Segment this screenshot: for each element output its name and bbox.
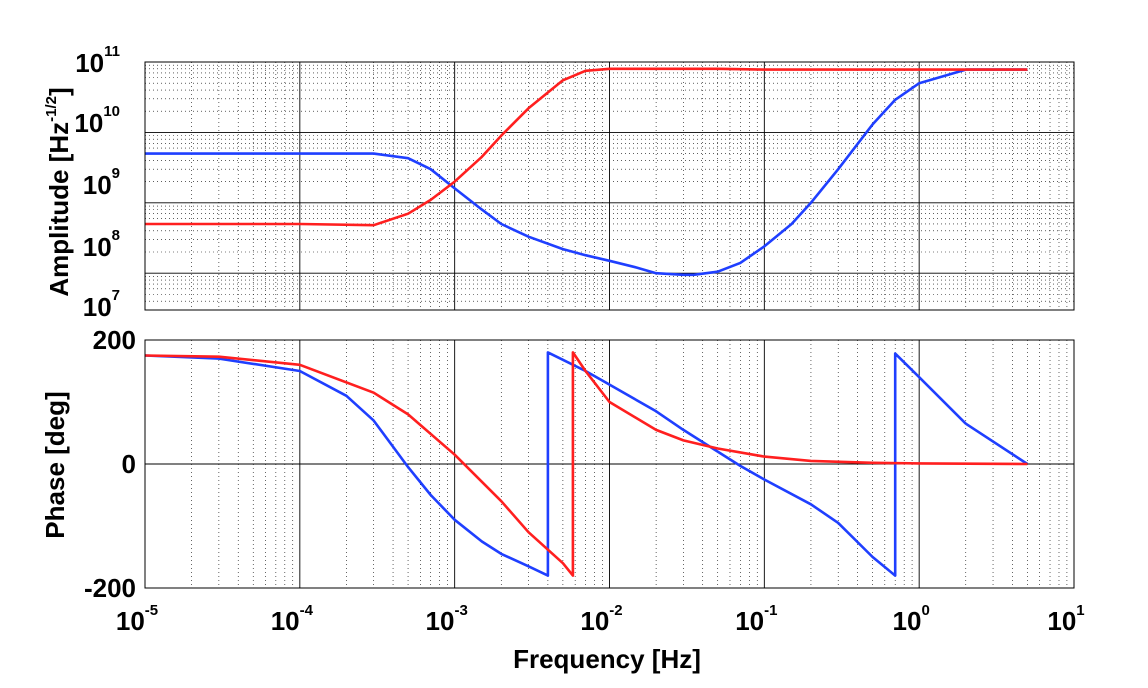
phase-y-tick-label: 0 bbox=[122, 449, 136, 479]
amplitude-label-text: Amplitude bbox=[44, 170, 74, 297]
plot-frame bbox=[144, 339, 1075, 589]
phase-panel: -200 0 200 10-5 10-4 10-3 10-2 10-1 100 101 bbox=[84, 325, 1085, 636]
phase-y-tick-label: 200 bbox=[93, 325, 136, 355]
amplitude-axis-label: Amplitude [Hz-1/2] bbox=[43, 87, 74, 296]
amplitude-panel: 107 108 109 1010 1011 bbox=[74, 43, 1075, 322]
phase-axis-label: Phase [deg] bbox=[40, 391, 70, 538]
frequency-x-tick-label: 10-1 bbox=[735, 602, 777, 636]
series-line-1 bbox=[145, 68, 1028, 277]
amplitude-y-tick-label: 1011 bbox=[75, 43, 120, 78]
amplitude-y-tick-label: 107 bbox=[83, 287, 120, 322]
phase-y-tick-label: -200 bbox=[84, 573, 136, 603]
frequency-x-tick-label: 10-5 bbox=[116, 602, 158, 636]
amplitude-y-tick-label: 1010 bbox=[74, 103, 120, 138]
amplitude-unit-close: ] bbox=[44, 87, 74, 96]
amplitude-unit-text: [Hz bbox=[44, 122, 74, 162]
amplitude-unit-exponent: -1/2 bbox=[43, 96, 60, 122]
frequency-x-tick-label: 101 bbox=[1047, 602, 1084, 636]
series-line-2 bbox=[145, 67, 1028, 227]
frequency-x-tick-label: 10-3 bbox=[426, 602, 468, 636]
plot-frame bbox=[144, 61, 1075, 311]
amplitude-y-tick-label: 108 bbox=[83, 227, 120, 262]
frequency-axis-label: Frequency [Hz] bbox=[513, 644, 701, 674]
frequency-x-tick-label: 100 bbox=[893, 602, 930, 636]
frequency-x-tick-label: 10-4 bbox=[271, 602, 314, 636]
series-line-2 bbox=[144, 351, 1028, 577]
amplitude-y-tick-label: 109 bbox=[83, 165, 120, 200]
frequency-x-tick-label: 10-2 bbox=[580, 602, 622, 636]
